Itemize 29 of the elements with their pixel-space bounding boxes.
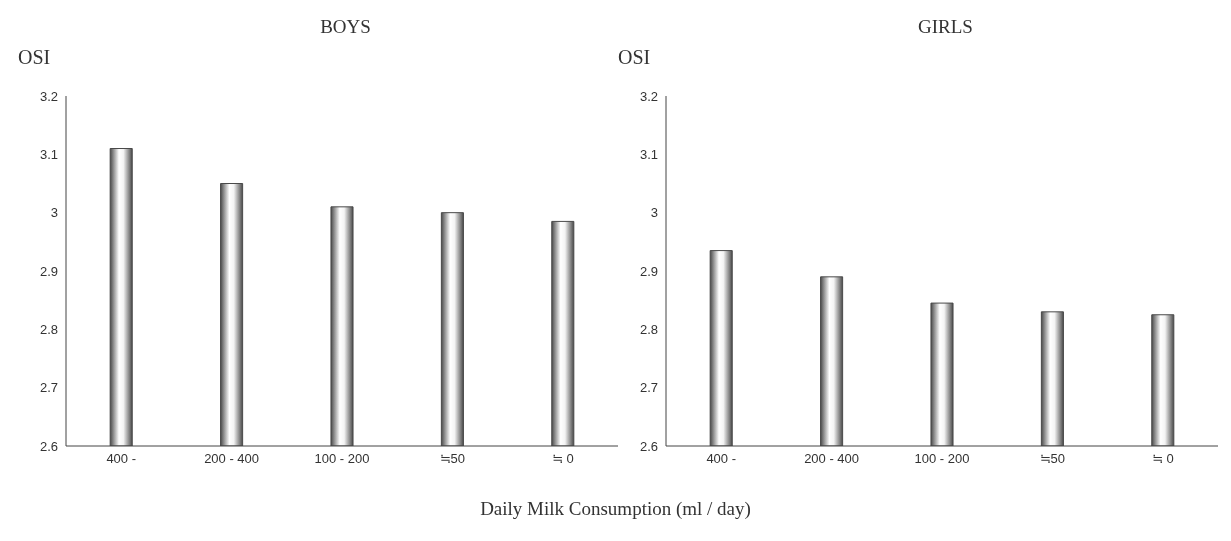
y-tick-label: 3.1 xyxy=(39,146,58,162)
x-tick-label: ≒50 xyxy=(439,451,466,467)
y-tick-label: 3.1 xyxy=(639,146,658,162)
x-tick-label: 200 - 400 xyxy=(804,451,860,467)
y-tick-label: 2.6 xyxy=(39,438,58,454)
x-tick-label: 100 - 200 xyxy=(914,451,970,467)
y-tick-label: 2.9 xyxy=(39,263,58,279)
y-tick-label: 2.9 xyxy=(639,263,658,279)
y-tick-label: 2.6 xyxy=(639,438,658,454)
x-tick-label: ≒50 xyxy=(1039,451,1066,467)
x-tick-label: 200 - 400 xyxy=(204,451,260,467)
x-tick-label: 100 - 200 xyxy=(314,451,370,467)
y-tick-label: 3 xyxy=(650,205,658,221)
chart-title: GIRLS xyxy=(917,16,974,38)
chart-title: BOYS xyxy=(319,16,372,38)
x-axis-title: Daily Milk Consumption (ml / day) xyxy=(479,498,752,520)
x-tick-label: ≒ 0 xyxy=(551,451,574,467)
y-tick-label: 2.8 xyxy=(639,321,658,337)
y-tick-label: 3.2 xyxy=(39,88,58,104)
y-tick-label: 2.8 xyxy=(39,321,58,337)
x-tick-label: 400 - xyxy=(706,451,737,467)
x-tick-label: ≒ 0 xyxy=(1151,451,1174,467)
x-tick-label: 400 - xyxy=(106,451,137,467)
y-tick-label: 2.7 xyxy=(39,380,58,396)
y-tick-label: 2.7 xyxy=(639,380,658,396)
y-tick-label: 3 xyxy=(50,205,58,221)
y-axis-title: OSI xyxy=(18,46,51,69)
y-tick-label: 3.2 xyxy=(639,88,658,104)
y-axis-title: OSI xyxy=(618,46,651,69)
